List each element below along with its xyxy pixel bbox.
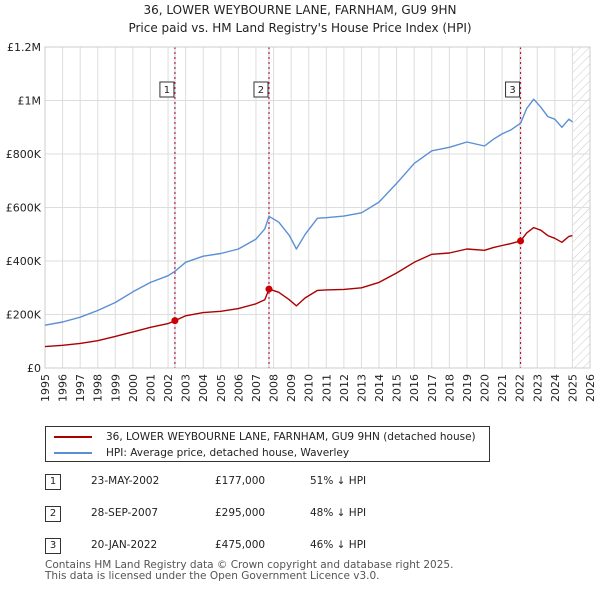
legend-label-hpi: HPI: Average price, detached house, Wave… xyxy=(106,447,350,459)
x-tick-label: 2008 xyxy=(268,374,281,402)
sale-date: 28-SEP-2007 xyxy=(91,507,159,519)
price-chart: 36, LOWER WEYBOURNE LANE, FARNHAM, GU9 9… xyxy=(6,3,597,402)
chart-title: 36, LOWER WEYBOURNE LANE, FARNHAM, GU9 9… xyxy=(143,3,456,17)
x-tick-label: 2023 xyxy=(531,374,544,402)
footer-line-licence: This data is licensed under the Open Gov… xyxy=(45,570,380,582)
y-tick-label: £400K xyxy=(6,255,42,268)
sale-marker-label: 1 xyxy=(45,474,61,490)
sale-hpi-diff: 46% ↓ HPI xyxy=(310,539,367,551)
x-tick-label: 2017 xyxy=(426,374,439,402)
x-tick-label: 2006 xyxy=(232,374,245,402)
y-tick-label: £0 xyxy=(27,362,41,375)
sale-price: £177,000 xyxy=(215,475,266,487)
x-tick-label: 1998 xyxy=(92,374,105,402)
x-tick-label: 2011 xyxy=(320,374,333,402)
x-tick-label: 2020 xyxy=(479,374,492,402)
table-row: 3 20-JAN-2022 £475,000 46% ↓ HPI xyxy=(45,538,445,556)
legend-item-hpi: HPI: Average price, detached house, Wave… xyxy=(54,445,349,461)
y-tick-label: £1M xyxy=(18,95,42,108)
sale-point xyxy=(265,285,273,293)
sale-label-number: 2 xyxy=(258,85,264,96)
sale-label-box xyxy=(505,81,521,98)
chart-subtitle: Price paid vs. HM Land Registry's House … xyxy=(128,21,471,35)
legend: 36, LOWER WEYBOURNE LANE, FARNHAM, GU9 9… xyxy=(45,426,490,462)
x-tick-label: 2019 xyxy=(461,374,474,402)
y-tick-label: £200K xyxy=(6,309,42,322)
x-tick-label: 2018 xyxy=(443,374,456,402)
x-tick-label: 2013 xyxy=(355,374,368,402)
property-price-line xyxy=(44,226,573,348)
sale-point xyxy=(171,317,179,325)
legend-label-property: 36, LOWER WEYBOURNE LANE, FARNHAM, GU9 9… xyxy=(106,431,476,443)
sale-hpi-diff: 51% ↓ HPI xyxy=(310,475,367,487)
table-row: 1 23-MAY-2002 £177,000 51% ↓ HPI xyxy=(45,474,445,492)
x-tick-label: 2022 xyxy=(514,374,527,402)
x-tick-label: 2004 xyxy=(197,374,210,402)
y-tick-label: £600K xyxy=(6,202,42,215)
x-tick-label: 2010 xyxy=(303,374,316,402)
table-row: 2 28-SEP-2007 £295,000 48% ↓ HPI xyxy=(45,506,445,524)
sale-label-number: 1 xyxy=(164,85,170,96)
x-tick-label: 1999 xyxy=(109,374,122,402)
sale-marker-label: 2 xyxy=(45,506,61,522)
x-tick-label: 2009 xyxy=(285,374,298,402)
x-tick-label: 2014 xyxy=(373,374,386,402)
x-tick-label: 2012 xyxy=(338,374,351,402)
footer-line-copyright: Contains HM Land Registry data © Crown c… xyxy=(45,559,454,571)
x-tick-label: 1995 xyxy=(39,374,52,402)
x-tick-label: 2025 xyxy=(566,374,579,402)
x-tick-label: 1997 xyxy=(74,374,87,402)
hpi-line xyxy=(44,98,573,326)
sale-label-number: 3 xyxy=(509,85,515,96)
x-tick-label: 2024 xyxy=(549,374,562,402)
sale-hpi-diff: 48% ↓ HPI xyxy=(310,507,367,519)
x-tick-label: 2002 xyxy=(162,374,175,402)
plot-frame xyxy=(44,46,591,369)
x-tick-label: 2000 xyxy=(127,374,140,402)
legend-swatch-hpi xyxy=(54,452,92,454)
legend-item-property: 36, LOWER WEYBOURNE LANE, FARNHAM, GU9 9… xyxy=(54,429,476,445)
sale-marker-label: 3 xyxy=(45,538,61,554)
y-tick-label: £800K xyxy=(6,148,42,161)
x-tick-label: 1996 xyxy=(57,374,70,402)
sale-point xyxy=(517,237,525,245)
x-tick-label: 2016 xyxy=(408,374,421,402)
y-tick-label: £1.2M xyxy=(7,41,41,54)
sale-label-box xyxy=(159,81,175,98)
sale-label-box xyxy=(253,81,269,98)
footer-attribution: Contains HM Land Registry data © Crown c… xyxy=(45,560,453,582)
x-tick-label: 2026 xyxy=(584,374,597,402)
legend-swatch-property xyxy=(54,436,92,438)
x-tick-label: 2015 xyxy=(391,374,404,402)
x-tick-label: 2003 xyxy=(180,374,193,402)
sale-date: 20-JAN-2022 xyxy=(91,539,158,551)
x-tick-label: 2001 xyxy=(144,374,157,402)
x-tick-label: 2007 xyxy=(250,374,263,402)
sale-price: £295,000 xyxy=(215,507,266,519)
sale-date: 23-MAY-2002 xyxy=(91,475,160,487)
x-tick-label: 2005 xyxy=(215,374,228,402)
sale-price: £475,000 xyxy=(215,539,266,551)
x-tick-label: 2021 xyxy=(496,374,509,402)
